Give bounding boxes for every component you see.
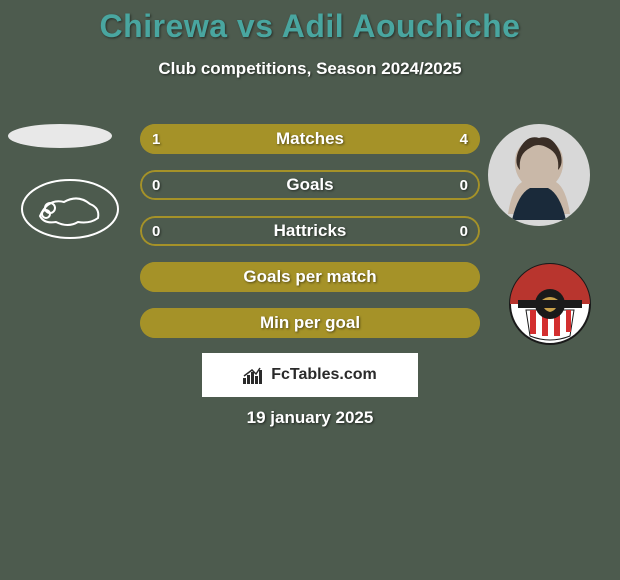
bar-val-right: 0 xyxy=(460,170,468,200)
bar-label: Matches xyxy=(140,124,480,154)
club-badge-icon xyxy=(508,262,592,346)
logo-text: FcTables.com xyxy=(271,366,377,384)
bar-label: Min per goal xyxy=(140,308,480,338)
stat-bar: Goals per match xyxy=(140,262,480,292)
page-title: Chirewa vs Adil Aouchiche xyxy=(0,0,620,45)
stat-bar: Min per goal xyxy=(140,308,480,338)
bar-val-right: 4 xyxy=(460,124,468,154)
stat-bars: Matches14Goals00Hattricks00Goals per mat… xyxy=(140,124,480,354)
bar-label: Hattricks xyxy=(140,216,480,246)
club-right-badge xyxy=(500,260,600,347)
stat-bar: Hattricks0 0 xyxy=(140,216,480,246)
subtitle: Club competitions, Season 2024/2025 xyxy=(0,59,620,79)
fctables-logo: FcTables.com xyxy=(202,353,418,397)
player-right-avatar xyxy=(488,124,590,226)
ram-icon xyxy=(20,178,120,240)
bar-label: Goals xyxy=(140,170,480,200)
player-left-avatar xyxy=(8,124,112,148)
bar-val-left: 0 xyxy=(152,170,160,200)
chart-icon xyxy=(243,366,265,384)
bar-val-right: 0 xyxy=(460,216,468,246)
stat-bar: Goals0 0 xyxy=(140,170,480,200)
club-left-badge xyxy=(20,178,120,240)
bar-val-left: 1 xyxy=(152,124,160,154)
comparison-card: Chirewa vs Adil Aouchiche Club competiti… xyxy=(0,0,620,580)
date-label: 19 january 2025 xyxy=(0,408,620,428)
bar-val-left: 0 xyxy=(152,216,160,246)
person-icon xyxy=(488,124,590,226)
bar-label: Goals per match xyxy=(140,262,480,292)
stat-bar: Matches1 4 xyxy=(140,124,480,154)
